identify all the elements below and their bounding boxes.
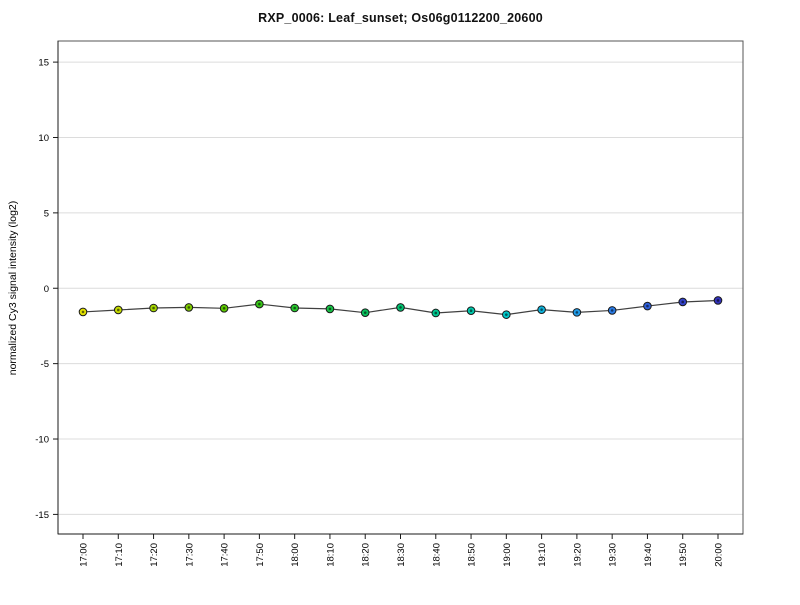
data-point-center-dot: [681, 300, 685, 304]
data-point-center-dot: [116, 308, 120, 312]
data-point-center-dot: [575, 311, 579, 314]
data-point-center-dot: [399, 306, 402, 309]
data-point-center-dot: [81, 310, 85, 314]
y-tick-label: 15: [38, 58, 49, 69]
x-tick-label: 20:00: [714, 543, 725, 567]
x-tick-label: 17:00: [79, 543, 90, 567]
x-tick-label: 18:50: [467, 543, 478, 567]
data-point-center-dot: [469, 309, 473, 313]
y-tick-label: -10: [35, 435, 49, 446]
x-tick-label: 17:10: [114, 543, 125, 567]
x-tick-label: 18:20: [361, 543, 372, 567]
data-point-center-dot: [716, 299, 720, 302]
data-point-center-dot: [187, 306, 191, 309]
y-tick-label: 10: [38, 133, 49, 144]
x-tick-label: 19:10: [537, 543, 548, 567]
x-tick-label: 18:10: [325, 543, 336, 567]
plot-box: [57, 40, 744, 535]
y-tick-label: -15: [35, 510, 49, 521]
x-tick-label: 19:40: [643, 543, 654, 567]
data-point-center-dot: [293, 306, 296, 310]
data-point-center-dot: [434, 311, 438, 315]
x-tick-label: 18:40: [431, 543, 442, 567]
x-tick-label: 19:30: [608, 543, 619, 567]
x-tick-label: 17:40: [220, 543, 231, 567]
data-point-center-dot: [328, 307, 332, 311]
x-tick-label: 17:20: [149, 543, 160, 567]
data-point-center-dot: [258, 302, 261, 306]
x-tick-label: 18:00: [290, 543, 301, 567]
data-point-center-dot: [646, 304, 649, 308]
data-point-center-dot: [152, 306, 155, 310]
y-tick-label: 5: [44, 208, 49, 219]
x-tick-label: 17:50: [255, 543, 266, 567]
x-tick-label: 17:30: [184, 543, 195, 567]
y-axis-label: normalized Cy3 signal intensity (log2): [7, 200, 19, 376]
y-tick-label: 0: [44, 284, 49, 295]
data-point-center-dot: [610, 309, 614, 312]
x-tick-label: 18:30: [396, 543, 407, 567]
chart-title: RXP_0006: Leaf_sunset; Os06g0112200_2060…: [258, 11, 543, 25]
data-point-center-dot: [540, 308, 543, 311]
x-tick-label: 19:00: [502, 543, 513, 567]
y-tick-label: -5: [41, 359, 49, 370]
data-point-center-dot: [363, 311, 367, 314]
data-point-center-dot: [222, 307, 226, 310]
x-tick-label: 19:20: [572, 543, 583, 567]
data-point-center-dot: [505, 313, 508, 316]
x-tick-label: 19:50: [678, 543, 689, 567]
